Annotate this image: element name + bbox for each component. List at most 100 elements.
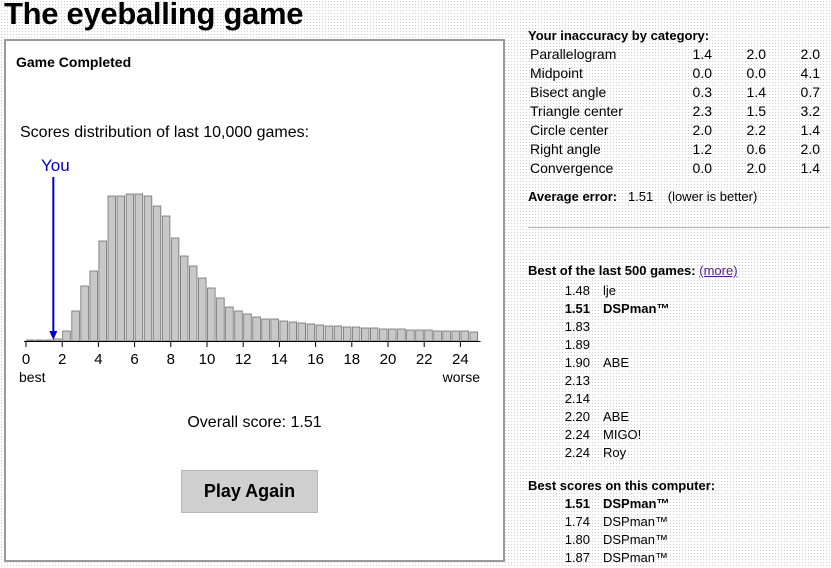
player-name: DSPman™ [603, 301, 670, 316]
score-row: 1.83 [548, 319, 828, 337]
histogram-bar [288, 321, 297, 342]
histogram-bar [442, 330, 451, 342]
histogram-bar [406, 329, 415, 342]
score-value: 1.83 [564, 319, 590, 334]
histogram-bar [388, 328, 397, 342]
player-name: lje [603, 283, 617, 298]
category-value: 0.6 [746, 141, 766, 157]
histogram-bar [207, 287, 216, 342]
histogram-bar [261, 318, 270, 342]
you-label: You [41, 156, 70, 175]
histogram-bar [460, 330, 469, 342]
histogram-bar [62, 330, 71, 342]
histogram-bar [270, 318, 279, 342]
histogram-bar [71, 310, 80, 342]
score-value: 2.24 [564, 427, 590, 442]
histogram-bar [342, 326, 352, 342]
histogram-bar [143, 195, 153, 342]
category-row: Circle center 2.0 2.2 1.4 [530, 122, 830, 141]
category-value: 2.2 [746, 122, 766, 138]
score-value: 2.20 [564, 409, 590, 424]
histogram-bar [415, 329, 424, 342]
x-tick-label: 14 [271, 351, 288, 368]
player-name: MIGO! [603, 427, 642, 442]
x-tick-label: 12 [235, 351, 252, 368]
category-value: 2.3 [692, 103, 712, 119]
x-tick-label: 4 [94, 351, 102, 368]
category-value: 0.3 [692, 84, 712, 100]
more-link[interactable]: (more) [699, 263, 738, 278]
score-value: 1.51 [564, 301, 590, 316]
x-tick-label: 10 [199, 351, 216, 368]
score-value: 2.14 [564, 391, 590, 406]
category-row: Bisect angle 0.3 1.4 0.7 [530, 84, 830, 103]
histogram-bar [315, 324, 325, 342]
category-value: 2.0 [692, 122, 712, 138]
category-name: Right angle [530, 141, 601, 157]
score-row: 2.24 MIGO! [548, 427, 828, 445]
histogram-bar [188, 265, 198, 342]
score-value: 1.89 [564, 337, 590, 352]
worse-label: worse [442, 369, 481, 385]
category-value: 1.4 [746, 84, 766, 100]
category-title: Your inaccuracy by category: [528, 28, 710, 43]
score-value: 1.51 [564, 496, 590, 511]
x-tick-label: 0 [22, 351, 30, 368]
category-row: Parallelogram 1.4 2.0 2.0 [530, 46, 830, 65]
histogram-bar [98, 240, 107, 342]
histogram-bar [170, 237, 180, 342]
category-value: 4.1 [800, 65, 820, 81]
histogram-bar [125, 193, 135, 342]
category-value: 1.2 [692, 141, 712, 157]
category-value: 0.0 [692, 65, 712, 81]
histogram-bar [379, 328, 388, 342]
histogram-bar [116, 195, 125, 342]
category-name: Parallelogram [530, 46, 617, 62]
histogram-bar [80, 285, 89, 342]
score-value: 1.90 [564, 355, 590, 370]
score-row: 1.90 ABE [548, 355, 828, 373]
histogram-bar [324, 325, 334, 342]
histogram-bar [152, 205, 162, 342]
category-row: Convergence 0.0 2.0 1.4 [530, 160, 830, 179]
score-row: 1.80 DSPman™ [548, 532, 828, 550]
x-tick-label: 24 [452, 351, 469, 368]
divider [528, 227, 830, 228]
histogram-bar [360, 327, 370, 342]
score-row: 2.13 [548, 373, 828, 391]
histogram-bar [469, 331, 478, 342]
play-again-button[interactable]: Play Again [181, 470, 318, 513]
x-tick-label: 6 [130, 351, 138, 368]
category-value: 1.5 [746, 103, 766, 119]
average-error-note: (lower is better) [667, 189, 758, 204]
you-arrowhead-icon [49, 331, 58, 340]
score-distribution-chart: 0 2 4 6 8 10 12 14 16 18 20 22 24 You best worse [19, 156, 481, 385]
best-computer-title: Best scores on this computer: [528, 478, 716, 493]
category-value: 3.2 [800, 103, 820, 119]
histogram-bar [433, 330, 442, 342]
histogram-bar [198, 277, 207, 342]
histogram-bar [26, 339, 35, 342]
histogram-bar [306, 323, 316, 342]
histogram-bar [44, 339, 53, 342]
score-value: 1.80 [564, 532, 590, 547]
histogram-bar [107, 195, 116, 342]
category-value: 0.0 [692, 160, 712, 176]
category-value: 0.0 [746, 65, 766, 81]
histogram-bar [179, 255, 189, 342]
score-row: 1.89 [548, 337, 828, 355]
average-error-label: Average error: [528, 189, 618, 204]
histogram-bar [53, 338, 62, 342]
score-row: 2.24 Roy [548, 445, 828, 463]
player-name: DSPman™ [603, 532, 669, 547]
histogram-bar [333, 325, 343, 342]
panel-heading: Game Completed [16, 54, 132, 70]
category-value: 2.0 [800, 46, 820, 62]
histogram-bar [451, 330, 460, 342]
category-name: Midpoint [530, 65, 583, 81]
histogram-bar [351, 326, 361, 342]
category-row: Right angle 1.2 0.6 2.0 [530, 141, 830, 160]
page-title: The eyeballing game [4, 0, 304, 31]
score-row: 1.87 DSPman™ [548, 550, 828, 568]
histogram-bar [297, 322, 306, 342]
